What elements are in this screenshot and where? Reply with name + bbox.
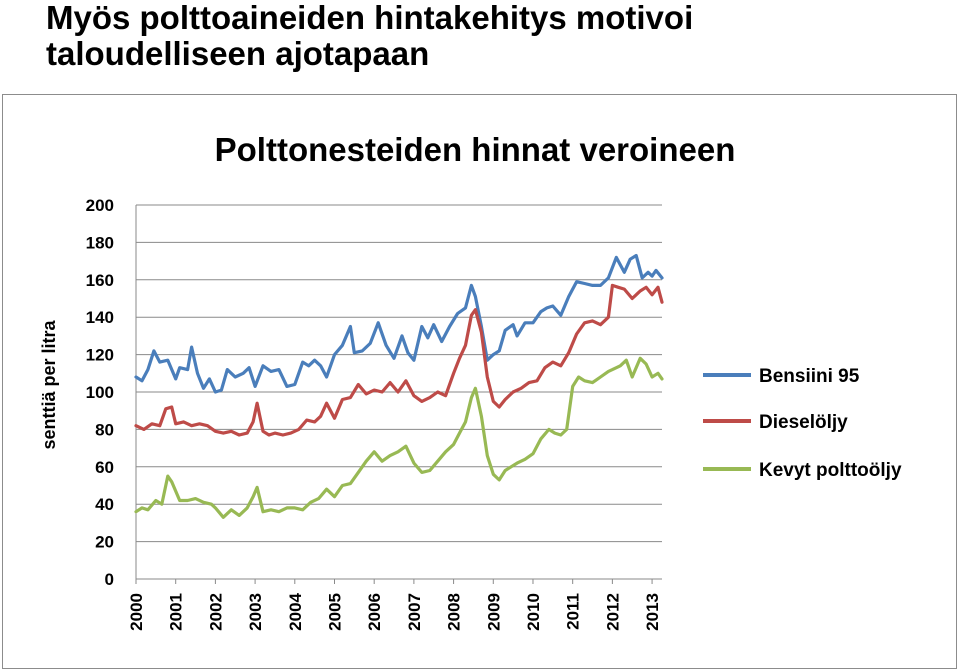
y-tick-label: 40: [95, 495, 114, 514]
slide-title-line-1: Myös polttoaineiden hintakehitys motivoi: [46, 0, 694, 36]
y-tick-label: 160: [86, 271, 114, 290]
series-lines: [134, 253, 664, 519]
x-tick-label: 2006: [365, 593, 384, 631]
slide-title-line-2: taloudelliseen ajotapaan: [46, 35, 430, 72]
x-tick-label: 2001: [167, 593, 186, 631]
legend: Bensiini 95 Dieselöljy Kevyt polttoöljy: [703, 366, 902, 481]
y-tick-label: 20: [95, 533, 114, 552]
x-tick-label: 2008: [445, 593, 464, 631]
x-tick-label: 2000: [127, 593, 146, 631]
y-tick-label: 60: [95, 458, 114, 477]
x-tick-label: 2003: [246, 593, 265, 631]
legend-label-2: Kevyt polttoöljy: [759, 460, 902, 481]
series-line-0: [134, 253, 664, 394]
grid: [135, 204, 662, 584]
legend-label-0: Bensiini 95: [759, 366, 860, 387]
x-tick-label: 2011: [564, 593, 583, 630]
x-tick-label: 2012: [603, 593, 622, 631]
chart-title: Polttonesteiden hinnat veroineen: [215, 131, 736, 168]
x-tick-label: 2013: [643, 593, 662, 631]
y-tick-label: 100: [86, 383, 114, 402]
series-line-1: [134, 283, 664, 437]
y-axis-ticks: 0 20 40 60 80 100 120 140 160 180 200: [86, 196, 114, 589]
y-tick-label: 80: [95, 420, 114, 439]
x-axis-ticks: 2000 2001 2002 2003 2004 2005 2006 2007 2008 2009…: [127, 592, 662, 630]
y-tick-label: 140: [86, 308, 114, 327]
x-tick-label: 2005: [325, 593, 344, 631]
legend-label-1: Dieselöljy: [759, 412, 848, 433]
y-axis-label: senttiä per litra: [39, 319, 59, 449]
chart: Polttonesteiden hinnat veroineen 0 20 40 60…: [39, 131, 902, 631]
y-tick-label: 180: [86, 233, 114, 252]
x-tick-label: 2009: [484, 593, 503, 631]
chart-frame: Polttonesteiden hinnat veroineen 0 20 40 60…: [2, 94, 957, 669]
y-tick-label: 120: [86, 346, 114, 365]
slide-title: Myös polttoaineiden hintakehitys motivoi…: [46, 0, 946, 72]
x-tick-label: 2007: [405, 593, 424, 631]
y-tick-label: 200: [86, 196, 114, 215]
y-tick-label: 0: [105, 570, 114, 589]
x-tick-label: 2002: [206, 593, 225, 631]
x-tick-label: 2010: [524, 593, 543, 631]
x-tick-label: 2004: [286, 592, 305, 630]
series-line-2: [134, 356, 664, 519]
